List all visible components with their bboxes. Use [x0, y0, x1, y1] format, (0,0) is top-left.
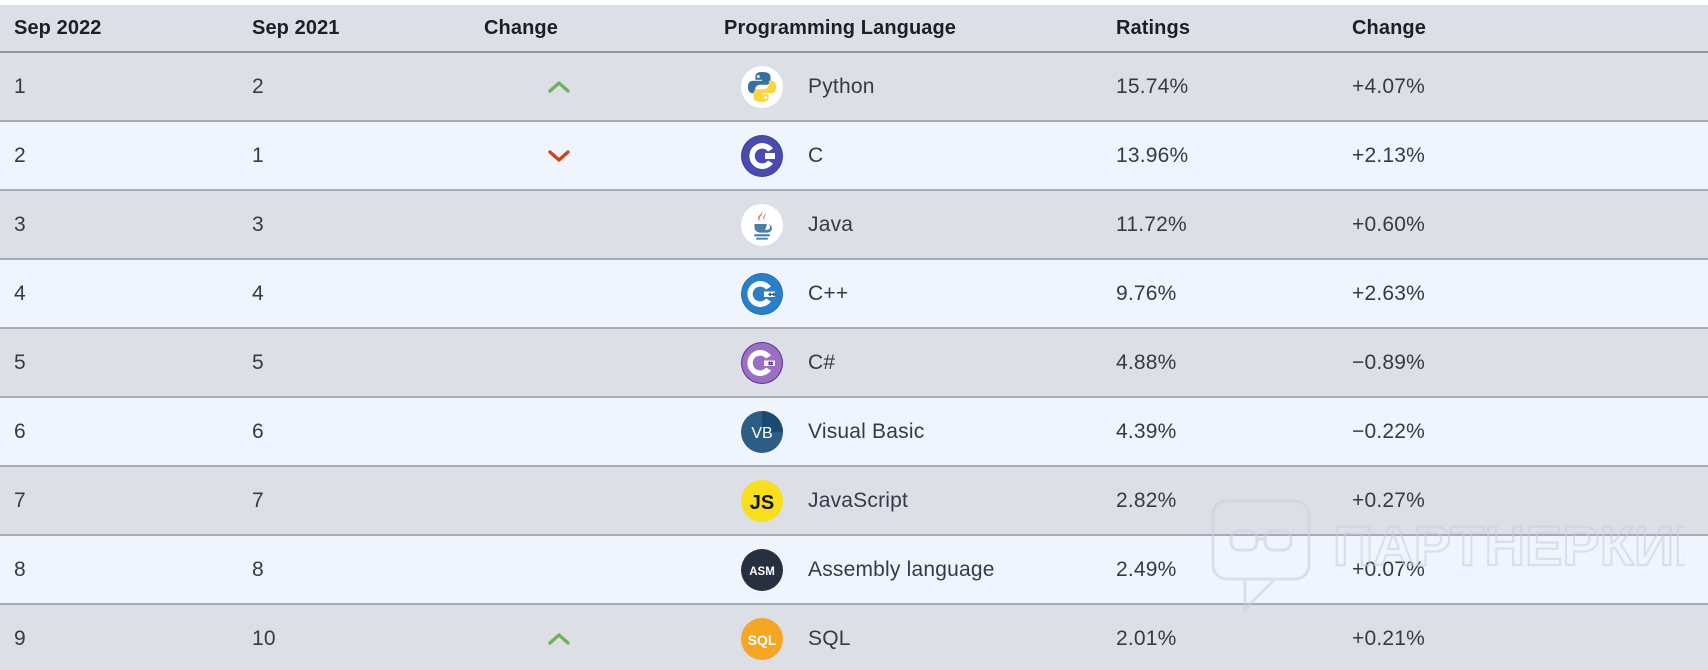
language-name[interactable]: JavaScript: [808, 488, 909, 512]
sql-icon: SQL: [720, 617, 804, 660]
table-header-row: Sep 2022 Sep 2021 Change Programming Lan…: [0, 5, 1708, 53]
cell-change-percent: +0.21%: [1352, 626, 1426, 650]
cell-ratings: 2.01%: [1116, 626, 1177, 650]
cell-rank-sep-2021: 4: [252, 281, 264, 305]
cell-change-percent: +2.13%: [1352, 143, 1426, 167]
table-row[interactable]: 4 4 C++ 9.76% +2.63%: [0, 260, 1708, 329]
cell-ratings: 13.96%: [1116, 143, 1189, 167]
svg-text:SQL: SQL: [748, 632, 777, 648]
column-header-change[interactable]: Change: [1352, 16, 1426, 39]
cell-rank-sep-2021: 1: [252, 143, 264, 167]
cell-change-percent: +2.63%: [1352, 281, 1426, 305]
cell-rank-sep-2022: 5: [14, 350, 26, 374]
cell-ratings: 9.76%: [1116, 281, 1177, 305]
cell-rank-sep-2021: 5: [252, 350, 264, 374]
language-name[interactable]: C#: [808, 350, 836, 374]
language-name[interactable]: Python: [808, 74, 875, 98]
language-name[interactable]: Java: [808, 212, 854, 236]
cell-change-percent: +0.60%: [1352, 212, 1426, 236]
cell-change-percent: −0.89%: [1352, 350, 1426, 374]
javascript-icon: JS: [720, 479, 804, 522]
language-name[interactable]: C: [808, 143, 824, 167]
cell-rank-sep-2022: 6: [14, 419, 26, 443]
table-row[interactable]: 1 2 Python 15.74% +4.07%: [0, 53, 1708, 122]
cell-rank-sep-2022: 7: [14, 488, 26, 512]
cell-rank-sep-2021: 8: [252, 557, 264, 581]
table-row[interactable]: 9 10 SQL SQL 2.01% +0.21%: [0, 605, 1708, 670]
cell-rank-sep-2021: 2: [252, 74, 264, 98]
cell-rank-sep-2022: 4: [14, 281, 26, 305]
cell-rank-sep-2022: 8: [14, 557, 26, 581]
cell-ratings: 15.74%: [1116, 74, 1189, 98]
python-icon: [720, 65, 804, 108]
cell-language: Java: [720, 203, 1112, 246]
cell-ratings: 2.82%: [1116, 488, 1177, 512]
asm-icon: ASM: [720, 548, 804, 591]
c-icon: [720, 134, 804, 177]
column-header-ratings[interactable]: Ratings: [1116, 16, 1191, 39]
cell-ratings: 2.49%: [1116, 557, 1177, 581]
cpp-icon: [720, 272, 804, 315]
table-row[interactable]: 2 1 C 13.96% +2.13%: [0, 122, 1708, 191]
cell-rank-sep-2022: 1: [14, 74, 26, 98]
cell-ratings: 11.72%: [1116, 212, 1187, 236]
trend-down-icon: [548, 149, 570, 162]
cell-rank-sep-2022: 2: [14, 143, 26, 167]
cell-language: VB Visual Basic: [720, 410, 1112, 453]
programming-language-ranking-table: Sep 2022 Sep 2021 Change Programming Lan…: [0, 5, 1708, 670]
cell-ratings: 4.88%: [1116, 350, 1177, 374]
cell-change-percent: +4.07%: [1352, 74, 1426, 98]
svg-text:JS: JS: [750, 492, 774, 514]
java-icon: [720, 203, 804, 246]
cell-language: ASM Assembly language: [720, 548, 1112, 591]
language-name[interactable]: Assembly language: [808, 557, 995, 581]
cell-language: Python: [720, 65, 1112, 108]
cell-language: C: [720, 134, 1112, 177]
cell-rank-sep-2022: 9: [14, 626, 26, 650]
cell-language: C++: [720, 272, 1112, 315]
svg-text:ASM: ASM: [749, 566, 775, 578]
cell-change-percent: −0.22%: [1352, 419, 1426, 443]
trend-up-icon: [548, 632, 570, 645]
cell-language: JS JavaScript: [720, 479, 1112, 522]
column-header-language[interactable]: Programming Language: [724, 16, 957, 39]
column-header-sep-2022[interactable]: Sep 2022: [14, 16, 102, 39]
cell-change-percent: +0.27%: [1352, 488, 1426, 512]
language-name[interactable]: C++: [808, 281, 849, 305]
svg-text:VB: VB: [751, 425, 772, 442]
table-row[interactable]: 5 5 C# 4.88% −0.89%: [0, 329, 1708, 398]
cell-language: C#: [720, 341, 1112, 384]
table-row[interactable]: 3 3 Java 11.72% +0.60%: [0, 191, 1708, 260]
column-header-sep-2021[interactable]: Sep 2021: [252, 16, 340, 39]
vb-icon: VB: [720, 410, 804, 453]
language-name[interactable]: Visual Basic: [808, 419, 925, 443]
trend-up-icon: [548, 80, 570, 93]
table-body: 1 2 Python 15.74% +4.07% 2 1 C 13.96% +2.13% 3 3 …: [0, 53, 1708, 670]
cell-language: SQL SQL: [720, 617, 1112, 660]
cell-rank-sep-2022: 3: [14, 212, 26, 236]
cell-change-percent: +0.07%: [1352, 557, 1426, 581]
column-header-change-trend[interactable]: Change: [484, 16, 558, 39]
cell-rank-sep-2021: 7: [252, 488, 264, 512]
cell-rank-sep-2021: 10: [252, 626, 276, 650]
cell-rank-sep-2021: 3: [252, 212, 264, 236]
csharp-icon: [720, 341, 804, 384]
language-name[interactable]: SQL: [808, 626, 851, 650]
cell-rank-sep-2021: 6: [252, 419, 264, 443]
cell-ratings: 4.39%: [1116, 419, 1177, 443]
